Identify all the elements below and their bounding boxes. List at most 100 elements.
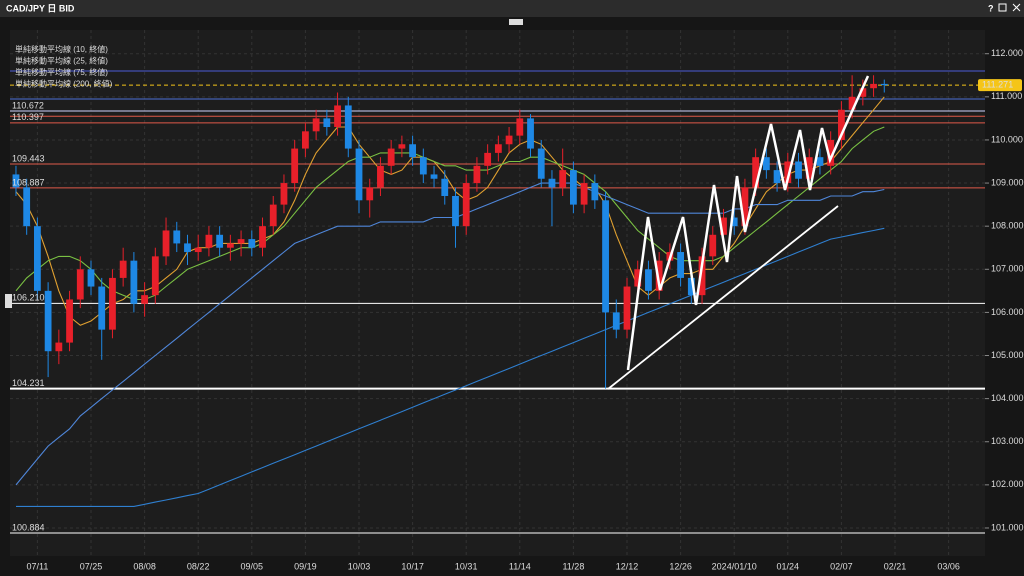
candle-body — [741, 187, 749, 227]
x-tick-label: 03/06 — [937, 561, 960, 571]
legend-entry: 単純移動平均線 (75, 終値) — [15, 67, 108, 77]
help-button[interactable]: ? — [988, 3, 994, 13]
y-tick-label: 107.000 — [991, 264, 1024, 274]
candle-body — [494, 144, 502, 153]
candle-body — [548, 178, 556, 188]
y-tick-label: 101.000 — [991, 522, 1024, 532]
candle-body — [66, 299, 73, 343]
candle-body — [602, 200, 609, 313]
level-layer — [10, 70, 985, 534]
candle-body — [44, 290, 52, 352]
candle-body — [162, 230, 170, 257]
candle-body — [784, 161, 792, 184]
x-tick-label: 02/07 — [830, 561, 853, 571]
candle-body — [334, 105, 341, 128]
candle-body — [838, 109, 845, 140]
candle-body — [109, 277, 116, 330]
candle-body — [687, 277, 695, 296]
x-tick-label: 08/08 — [133, 561, 156, 571]
candle-body — [848, 96, 856, 110]
trend-drawings — [607, 75, 870, 390]
candle-body — [34, 226, 41, 291]
level-label: 108.887 — [12, 177, 45, 187]
level-label: 110.672 — [12, 100, 44, 110]
x-tick-label: 08/22 — [187, 561, 210, 571]
y-tick-label: 108.000 — [991, 221, 1024, 231]
x-tick-label: 07/25 — [80, 561, 103, 571]
candle-body — [452, 195, 459, 227]
candle-body — [141, 295, 148, 304]
legend-entry: 単純移動平均線 (200, 終値) — [15, 79, 113, 89]
candle-body — [259, 226, 266, 248]
y-tick-label: 112.000 — [991, 48, 1023, 58]
candle-body — [269, 204, 277, 227]
candle-body — [570, 170, 577, 205]
candle-body — [194, 247, 202, 253]
candle-layer — [12, 75, 888, 389]
last-price-label: 111.271 — [982, 80, 1013, 90]
grid-layer — [10, 30, 985, 556]
ma-line — [15, 96, 885, 326]
x-tick-label: 11/14 — [509, 561, 531, 571]
y-tick-label: 104.000 — [991, 393, 1024, 403]
level-label: 106.210 — [12, 293, 45, 303]
left-handle[interactable] — [5, 294, 12, 308]
candle-body — [816, 157, 824, 166]
y-tick-label: 105.000 — [991, 350, 1024, 360]
level-label: 109.443 — [12, 153, 45, 163]
candle-body — [366, 187, 374, 201]
candle-body — [291, 148, 299, 184]
candle-body — [323, 118, 331, 128]
level-label: 104.231 — [12, 378, 45, 388]
candle-body — [516, 118, 524, 136]
candle-body — [184, 243, 191, 253]
candle-body — [355, 148, 363, 201]
candle-body — [795, 161, 802, 179]
collapse-tab[interactable] — [509, 19, 523, 25]
x-tick-label: 10/03 — [348, 561, 371, 571]
x-tick-label: 2024/01/10 — [712, 561, 757, 571]
label-layer: 101.000 102.000 103.000 104.000 105.000 106.0… — [12, 44, 1024, 571]
y-tick-label: 106.000 — [991, 307, 1024, 317]
x-tick-label: 09/05 — [241, 561, 264, 571]
candle-body — [226, 243, 234, 248]
candle-body — [409, 144, 416, 158]
ma-layer — [15, 96, 885, 507]
candle-body — [430, 174, 438, 179]
candle-body — [698, 256, 706, 296]
y-tick-label: 110.000 — [991, 134, 1023, 144]
candle-body — [55, 342, 63, 352]
candle-body — [76, 269, 84, 300]
candle-body — [462, 183, 470, 227]
candle-body — [237, 239, 245, 244]
x-tick-label: 12/26 — [669, 561, 692, 571]
candle-body — [527, 118, 534, 149]
candle-body — [205, 234, 213, 248]
level-label: 100.884 — [12, 522, 45, 532]
chart-title: CAD/JPY 日 BID — [6, 3, 75, 13]
candle-body — [119, 260, 127, 278]
candle-body — [473, 165, 481, 184]
x-tick-label: 01/24 — [777, 561, 800, 571]
ma-line — [16, 227, 885, 507]
close-button[interactable] — [1012, 3, 1021, 12]
legend-entry: 単純移動平均線 (10, 終値) — [15, 44, 108, 54]
candle-body — [302, 131, 309, 149]
candle-body — [398, 144, 406, 149]
candle-body — [505, 135, 513, 145]
x-tick-label: 02/21 — [884, 561, 907, 571]
candle-body — [248, 239, 256, 248]
candle-body — [441, 178, 449, 196]
y-tick-label: 103.000 — [991, 436, 1024, 446]
candle-body — [859, 88, 867, 97]
candle-body — [537, 148, 545, 179]
x-tick-label: 12/12 — [616, 561, 639, 571]
candle-body — [752, 157, 760, 188]
level-label: 110.397 — [12, 112, 44, 122]
maximize-button[interactable] — [998, 3, 1007, 12]
ma-line — [15, 182, 885, 486]
candle-body — [98, 286, 106, 330]
candle-body — [880, 83, 888, 86]
candle-body — [773, 170, 781, 184]
